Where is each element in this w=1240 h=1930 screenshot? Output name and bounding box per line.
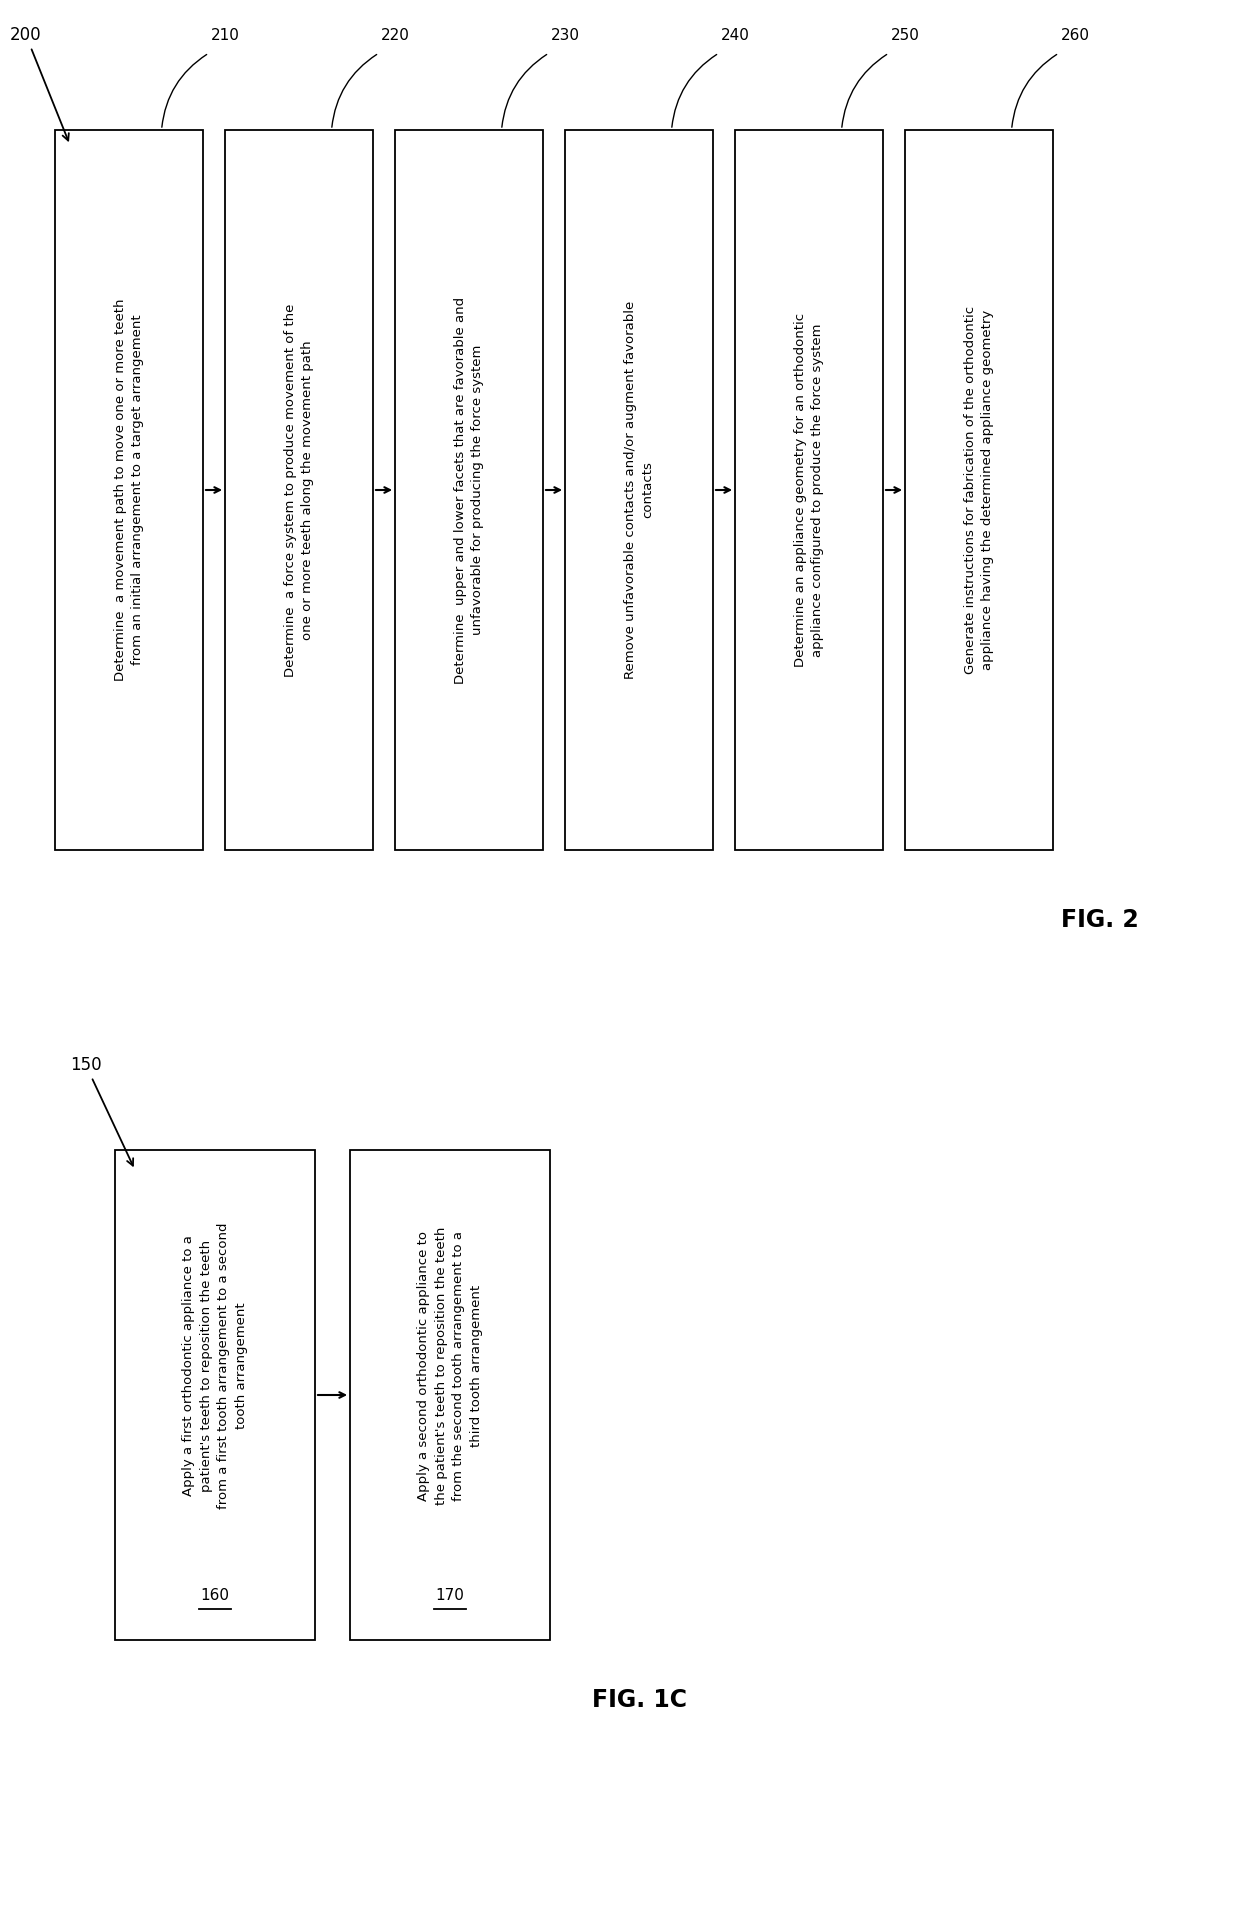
Text: FIG. 2: FIG. 2 — [1061, 907, 1138, 932]
Bar — [115, 1150, 315, 1640]
Text: Generate instructions for fabrication of the orthodontic
appliance having the de: Generate instructions for fabrication of… — [963, 307, 994, 674]
Text: 230: 230 — [551, 27, 580, 42]
Bar — [350, 1150, 551, 1640]
Text: Determine  a movement path to move one or more teeth
from an initial arrangement: Determine a movement path to move one or… — [114, 299, 144, 681]
Bar — [735, 129, 883, 849]
Text: Apply a second orthodontic appliance to
the patient's teeth to reposition the te: Apply a second orthodontic appliance to … — [417, 1226, 482, 1505]
Text: 170: 170 — [435, 1588, 465, 1602]
Text: 160: 160 — [201, 1588, 229, 1602]
Text: 150: 150 — [69, 1056, 133, 1166]
Text: Apply a first orthodontic appliance to a
patient's teeth to reposition the teeth: Apply a first orthodontic appliance to a… — [182, 1222, 248, 1509]
Bar — [565, 129, 713, 849]
Text: Determine  upper and lower facets that are favorable and
unfavorable for produci: Determine upper and lower facets that ar… — [454, 297, 485, 683]
Text: Determine  a force system to produce movement of the
one or more teeth along the: Determine a force system to produce move… — [284, 303, 314, 677]
Text: 220: 220 — [381, 27, 410, 42]
Bar — [396, 129, 543, 849]
Bar — [55, 129, 203, 849]
Text: 250: 250 — [892, 27, 920, 42]
Text: Determine an appliance geometry for an orthodontic
appliance configured to produ: Determine an appliance geometry for an o… — [794, 313, 825, 668]
Text: Remove unfavorable contacts and/or augment favorable
contacts: Remove unfavorable contacts and/or augme… — [624, 301, 655, 679]
Bar — [905, 129, 1053, 849]
Text: 240: 240 — [720, 27, 750, 42]
Text: 260: 260 — [1061, 27, 1090, 42]
Text: 200: 200 — [10, 25, 69, 141]
Text: FIG. 1C: FIG. 1C — [593, 1689, 687, 1712]
Bar — [224, 129, 373, 849]
Text: 210: 210 — [211, 27, 239, 42]
